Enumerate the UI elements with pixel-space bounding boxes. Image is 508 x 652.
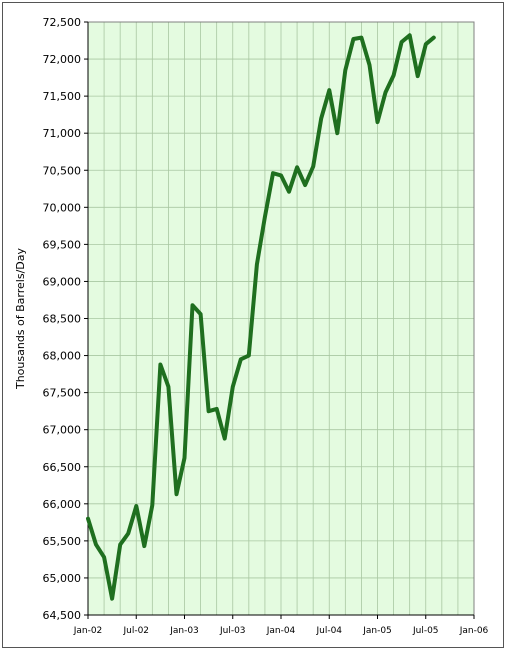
y-tick-label: 64,500	[43, 609, 82, 622]
x-tick-label: Jan-02	[73, 626, 103, 636]
x-axis-ticks: Jan-02 Jul-02 Jan-03 Jul-03 Jan-04 Jul-04 Jan-…	[73, 615, 489, 636]
y-tick-label: 72,500	[43, 16, 82, 29]
x-tick-label: Jan-03	[169, 626, 199, 636]
y-tick-label: 72,000	[43, 53, 82, 66]
y-tick-label: 68,000	[43, 350, 82, 363]
y-tick-label: 67,500	[43, 387, 82, 400]
series-line	[86, 33, 436, 601]
y-tick-label: 71,500	[43, 90, 82, 103]
y-tick-label: 71,000	[43, 127, 82, 140]
y-tick-label: 65,500	[43, 535, 82, 548]
x-tick-label: Jul-05	[412, 626, 439, 636]
y-tick-label: 70,500	[43, 164, 82, 177]
y-tick-label: 67,000	[43, 424, 82, 437]
y-tick-label: 66,500	[43, 461, 82, 474]
x-tick-label: Jan-04	[266, 626, 296, 636]
series-layer	[86, 33, 436, 601]
x-tick-label: Jul-02	[122, 626, 149, 636]
y-tick-label: 66,000	[43, 498, 82, 511]
y-axis-title: Thousands of Barrels/Day	[14, 248, 27, 391]
x-tick-label: Jan-06	[459, 626, 489, 636]
y-tick-label: 68,500	[43, 313, 82, 326]
y-tick-label: 69,000	[43, 275, 82, 288]
x-tick-label: Jan-05	[362, 626, 392, 636]
y-tick-label: 65,000	[43, 572, 82, 585]
y-tick-label: 69,500	[43, 238, 82, 251]
x-tick-label: Jul-04	[315, 626, 342, 636]
x-tick-label: Jul-03	[219, 626, 246, 636]
y-tick-label: 70,000	[43, 201, 82, 214]
y-axis-ticks: 64,500 65,000 65,500 66,000 66,500 67,000 67,5…	[43, 16, 88, 622]
